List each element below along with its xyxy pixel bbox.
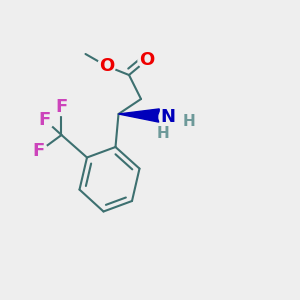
Circle shape [154,124,172,142]
Text: H: H [157,126,170,141]
Text: O: O [140,51,154,69]
Text: F: F [33,142,45,160]
Text: F: F [39,111,51,129]
Circle shape [159,108,177,126]
Text: H: H [183,114,195,129]
Circle shape [30,142,48,160]
Circle shape [138,51,156,69]
Circle shape [36,111,54,129]
Circle shape [52,98,70,116]
Circle shape [98,57,116,75]
Text: N: N [160,108,175,126]
Circle shape [180,112,198,130]
Text: F: F [56,98,68,116]
Polygon shape [118,109,159,122]
Text: O: O [99,57,114,75]
